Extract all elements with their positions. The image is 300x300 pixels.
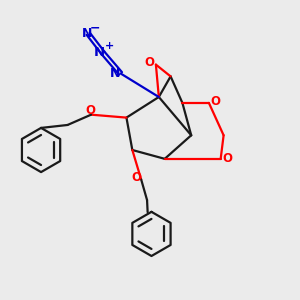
Text: O: O bbox=[222, 152, 232, 165]
Text: O: O bbox=[144, 56, 154, 69]
Text: +: + bbox=[105, 41, 114, 51]
Text: N: N bbox=[82, 27, 92, 40]
Text: O: O bbox=[132, 172, 142, 184]
Text: −: − bbox=[89, 21, 100, 34]
Text: O: O bbox=[210, 95, 220, 108]
Text: N: N bbox=[110, 67, 120, 80]
Text: N: N bbox=[94, 46, 105, 59]
Text: O: O bbox=[86, 104, 96, 117]
